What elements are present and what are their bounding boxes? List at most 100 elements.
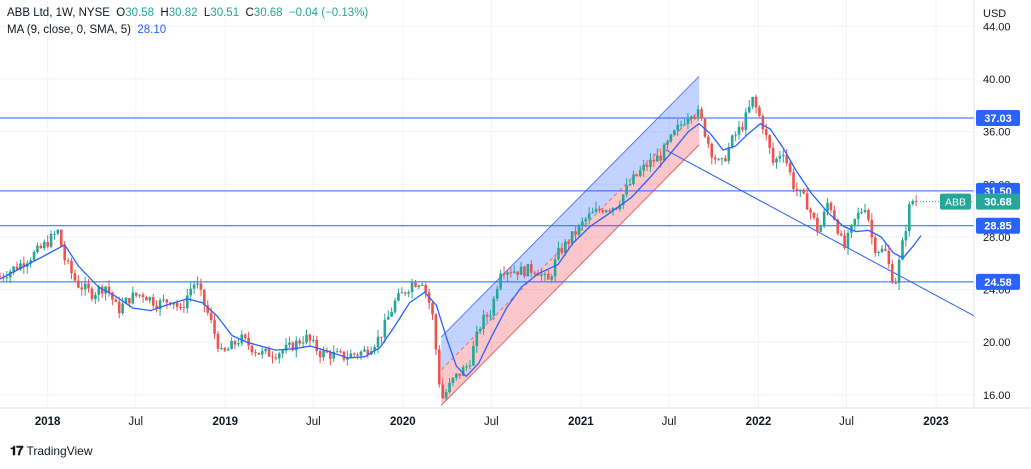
candle-body [380,336,383,338]
candle-body [754,97,758,108]
level-price-text: 24.58 [984,277,1012,289]
candle-body [560,247,564,254]
candlesticks [0,94,918,400]
time-tick-label: Jul [306,416,321,428]
candle-body [315,339,319,351]
ma-label[interactable]: MA (9, close, 0, SMA, 5) [7,24,131,36]
symbol-label[interactable]: ABB Ltd, 1W, NYSE [7,7,110,19]
ma-line [0,122,922,378]
level-price-text: 37.03 [984,113,1012,125]
candle-body [349,353,353,358]
candle-body [673,130,676,135]
candle-body [516,271,519,275]
candle-body [696,109,700,117]
candle-body [724,158,727,162]
chart-legend: ABB Ltd, 1W, NYSE O30.58 H30.82 L30.51 C… [7,5,368,39]
candle-body [741,126,744,130]
candle-body [751,97,754,107]
price-tick-label: 16.00 [983,390,1011,402]
candle-body [403,292,407,294]
candle-body [417,285,421,287]
candle-body [0,276,2,278]
time-axis[interactable]: 2018 Jul 2019 Jul 2020 Jul 2021 Jul 2022 Jul 2023 [35,416,949,428]
candle-body [887,250,891,265]
candle-body [512,271,516,273]
candle-body [638,170,642,177]
moving-average [0,122,922,378]
candle-body [863,210,867,212]
candle-body [611,207,615,211]
candle-body [890,264,894,283]
candle-body [730,135,734,148]
candle-body [608,210,611,212]
candle-body [581,221,584,226]
candle-body [764,129,768,136]
candle-body [250,345,254,353]
candle-body [792,172,795,190]
candle-body [778,156,782,159]
trend-line[interactable] [665,149,975,317]
candle-body [397,293,400,301]
candle-body [352,353,356,355]
candle-body [884,248,887,251]
candle-body [77,280,80,288]
candle-body [659,155,662,161]
candle-body [713,157,717,160]
candle-body [189,288,193,296]
candle-body [318,350,322,358]
candle-body [506,272,509,275]
candle-body [124,298,128,304]
candle-body [339,351,342,353]
candle-body [19,263,22,270]
candle-body [410,282,414,293]
tradingview-logo[interactable]: 𝟏𝟕 TradingView [10,443,93,459]
candle-body [87,283,90,289]
candle-body [911,200,914,205]
candle-body [230,340,233,350]
candle-body [465,366,468,368]
candle-body [574,231,577,235]
candle-body [291,342,295,351]
trend-line-segment [665,149,975,317]
regression-channel[interactable] [440,75,700,406]
candle-body [8,271,12,278]
time-tick-label: 2021 [568,416,594,428]
candle-body [880,248,884,252]
candle-body [12,266,15,272]
time-tick-label: 2019 [212,416,238,428]
candle-body [393,300,397,312]
candle-body [625,185,628,195]
candle-body [383,319,387,338]
candle-body [564,241,567,254]
candle-body [5,277,9,279]
candle-body [431,302,434,315]
candle-body [363,349,366,352]
time-tick-label: Jul [839,416,854,428]
candle-body [904,231,908,241]
candle-body [598,208,601,211]
candle-body [894,282,897,284]
candle-body [162,299,165,301]
candle-body [519,266,523,275]
candle-body [492,298,496,316]
close-value: 30.68 [253,7,283,19]
candle-body [850,224,853,233]
candle-body [264,348,267,352]
candle-body [104,286,107,294]
candle-body [628,183,632,186]
candle-body [788,163,792,173]
candle-body [83,283,87,290]
currency-label[interactable]: USD [983,8,1007,20]
channel-upper-line [440,75,700,338]
candle-body [455,373,458,378]
time-tick-label: 2018 [35,416,61,428]
horizontal-levels[interactable] [0,117,974,283]
candle-body [860,211,863,213]
candle-body [172,302,175,305]
symbol-tag-badge [940,193,971,210]
candle-body [547,274,550,280]
price-tick-label: 20.00 [983,337,1011,349]
candle-body [56,229,60,234]
